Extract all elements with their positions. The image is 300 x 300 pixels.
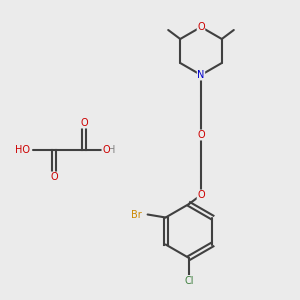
- Text: H: H: [108, 145, 116, 155]
- Text: Br: Br: [131, 209, 142, 220]
- Text: Cl: Cl: [184, 275, 194, 286]
- Text: O: O: [80, 118, 88, 128]
- Text: HO: HO: [15, 145, 30, 155]
- Text: O: O: [50, 172, 58, 182]
- Text: N: N: [197, 70, 205, 80]
- Text: O: O: [197, 22, 205, 32]
- Text: O: O: [197, 190, 205, 200]
- Text: O: O: [102, 145, 110, 155]
- Text: O: O: [197, 130, 205, 140]
